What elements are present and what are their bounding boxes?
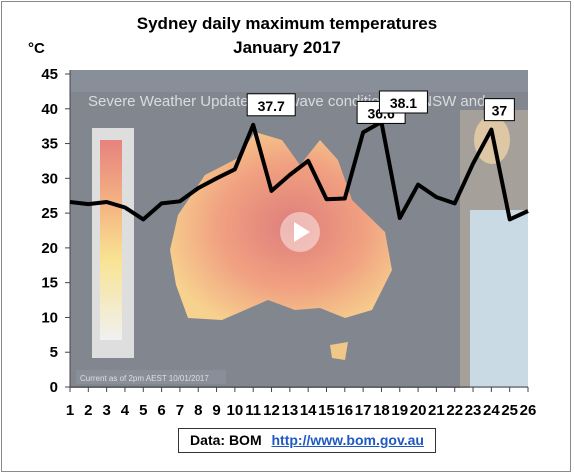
x-tick-label: 24 [483,402,500,419]
x-tick-label: 2 [84,402,92,419]
data-label: 37 [483,98,515,122]
data-label-box [378,90,428,114]
y-tick-label: 0 [50,379,58,396]
y-tick-label: 25 [41,205,58,222]
x-tick-label: 22 [446,402,463,419]
y-tick-label: 10 [41,309,58,326]
x-tick-label: 1 [66,402,74,419]
y-tick-label: 30 [41,170,58,187]
x-tick-label: 10 [227,402,244,419]
y-tick-label: 45 [41,66,58,83]
y-tick-label: 35 [41,136,58,153]
x-tick-label: 16 [336,402,353,419]
chart-subtitle: January 2017 [233,38,341,57]
x-axis-ticks: 1 2 3 4 5 6 7 8 9 10 11 12 13 14 15 16 17 18 19 20 21 22 23 24 2… [66,387,537,419]
x-tick-label: 17 [355,402,372,419]
x-tick-label: 26 [520,402,537,419]
x-tick-label: 23 [465,402,482,419]
chart-title: Sydney daily maximum temperatures [136,14,438,33]
x-tick-label: 18 [373,402,390,419]
temperature-series-line [69,120,529,222]
background-video-image [70,70,528,388]
data-label: 38.1 [378,90,428,114]
data-label-box [246,93,296,117]
data-source-link[interactable]: http://www.bom.gov.au [271,432,424,448]
data-label: 37.7 [246,93,296,117]
data-source-box: Data: BOM http://www.bom.gov.au [178,428,436,453]
x-tick-label: 21 [428,402,445,419]
axes [69,70,528,388]
video-play-button[interactable] [280,212,320,252]
x-tick-label: 15 [318,402,335,419]
x-tick-label: 13 [281,402,298,419]
background-timestamp: Current as of 2pm AEST 10/01/2017 [80,374,209,383]
y-tick-label: 40 [41,101,58,118]
x-tick-label: 11 [245,402,261,419]
data-labels: 37.736.638.137 [246,90,515,124]
x-tick-label: 7 [176,402,184,419]
x-tick-label: 6 [157,402,165,419]
data-source-label: Data: BOM [190,432,262,448]
x-tick-label: 4 [121,402,130,419]
y-tick-label: 5 [50,344,58,361]
x-tick-label: 25 [501,402,518,419]
data-label-text: 37 [492,103,508,119]
x-tick-label: 14 [300,402,317,419]
x-tick-label: 19 [391,402,408,419]
x-tick-label: 9 [212,402,220,419]
data-label-text: 37.7 [258,98,285,114]
y-axis-ticks: 0 5 10 15 20 25 30 35 40 45 [41,66,70,396]
x-tick-label: 5 [139,402,147,419]
x-tick-label: 3 [102,402,110,419]
y-axis-unit-label: °C [28,40,45,57]
x-tick-label: 8 [194,402,202,419]
y-tick-label: 20 [41,240,58,257]
x-tick-label: 12 [263,402,280,419]
x-tick-label: 20 [410,402,427,419]
y-tick-label: 15 [41,275,58,292]
data-label-box [483,98,515,122]
data-label-text: 38.1 [390,95,417,111]
play-icon [294,222,310,242]
